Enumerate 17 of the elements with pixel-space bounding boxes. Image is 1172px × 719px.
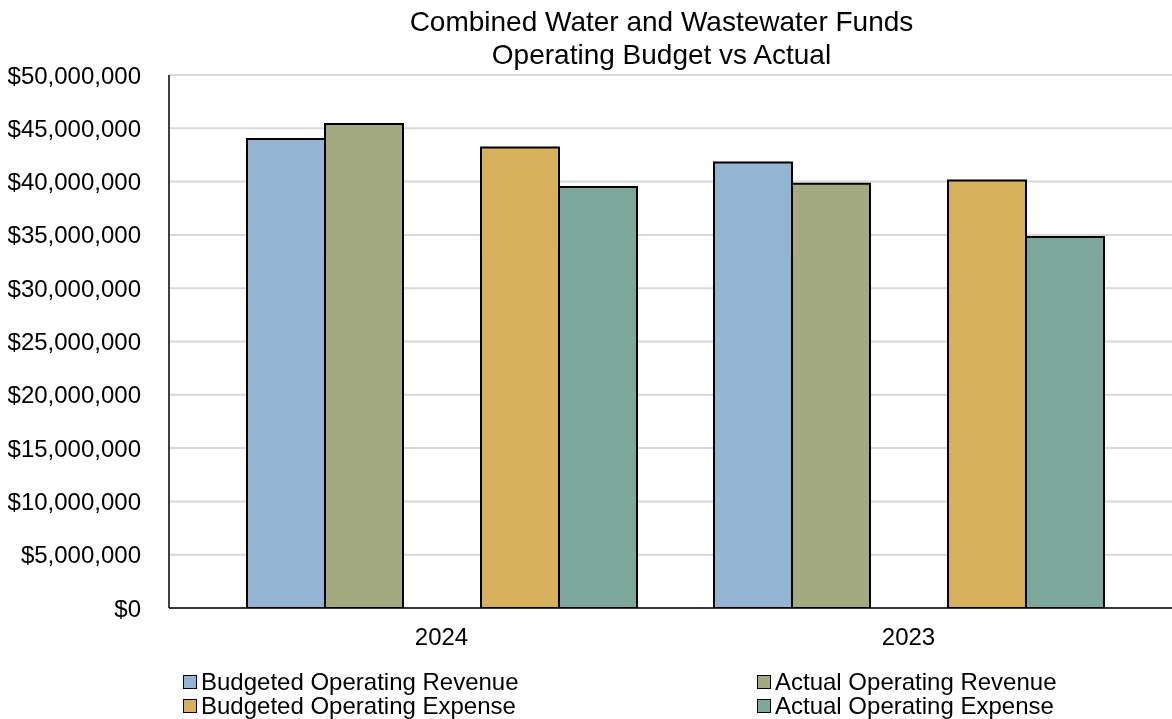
legend-label: Actual Operating Revenue	[775, 668, 1057, 695]
y-tick-label: $40,000,000	[7, 168, 141, 196]
y-tick-label: $20,000,000	[7, 381, 141, 409]
x-tick-label: 2024	[414, 623, 469, 651]
chart-title: Combined Water and Wastewater Funds	[408, 5, 915, 38]
y-tick-label: $30,000,000	[7, 274, 141, 302]
y-tick-label: $50,000,000	[7, 61, 141, 89]
y-tick-label: $35,000,000	[7, 221, 141, 249]
legend-label: Budgeted Operating Revenue	[201, 668, 519, 695]
y-tick-label: $45,000,000	[7, 114, 141, 142]
chart-subtitle: Operating Budget vs Actual	[490, 38, 833, 71]
y-tick-label: $0	[114, 594, 141, 622]
y-tick-label: $10,000,000	[7, 487, 141, 515]
y-tick-label: $15,000,000	[7, 434, 141, 462]
x-tick-label: 2023	[881, 623, 936, 651]
y-tick-label: $25,000,000	[7, 328, 141, 356]
y-tick-label: $5,000,000	[20, 541, 141, 569]
